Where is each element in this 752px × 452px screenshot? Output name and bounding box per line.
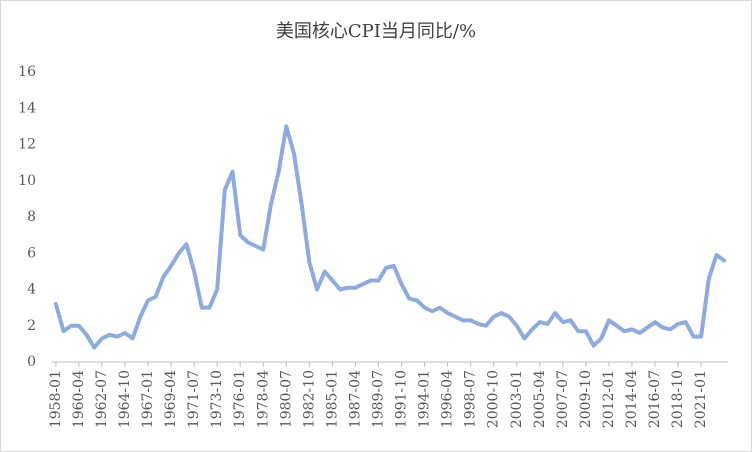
chart-title: 美国核心CPI当月同比/%	[276, 21, 476, 42]
x-tick-label: 1971-07	[186, 370, 202, 428]
line-series	[53, 124, 727, 350]
x-tick-label: 1991-10	[394, 370, 410, 428]
y-tick-label: 0	[27, 354, 36, 370]
x-tick-label: 2009-10	[578, 370, 594, 428]
x-tick-label: 1994-01	[417, 370, 433, 428]
x-tick-label: 1989-07	[370, 370, 386, 428]
y-tick-label: 2	[27, 318, 36, 334]
x-tick-label: 1969-04	[163, 370, 179, 428]
x-tick-label: 2005-04	[532, 370, 548, 428]
x-tick-label: 1980-07	[278, 370, 294, 428]
y-tick-label: 4	[27, 282, 36, 298]
x-tick-label: 1958-01	[48, 370, 64, 428]
x-tick-label: 1967-01	[140, 370, 156, 428]
x-tick-label: 1987-04	[347, 370, 363, 428]
x-tick-label: 2018-10	[670, 370, 686, 428]
x-tick-label: 1982-10	[301, 370, 317, 428]
x-tick-label: 2012-01	[601, 370, 617, 428]
x-tick-label: 1996-04	[440, 370, 456, 428]
x-tick-label: 2000-10	[486, 370, 502, 428]
x-tick-label: 1998-07	[463, 370, 479, 428]
y-tick-label: 6	[27, 245, 36, 261]
x-tick-label: 1973-10	[209, 370, 225, 428]
y-tick-label: 16	[18, 64, 36, 80]
x-tick-label: 1978-04	[255, 370, 271, 428]
x-tick-label: 2007-07	[555, 370, 571, 428]
x-tick-label: 1962-07	[94, 370, 110, 428]
y-tick-label: 14	[18, 100, 36, 116]
x-tick-label: 1976-01	[232, 370, 248, 428]
x-tick-label: 1964-10	[117, 370, 133, 428]
x-tick-label: 2014-04	[624, 370, 640, 428]
y-tick-label: 12	[18, 137, 36, 153]
y-tick-label: 10	[18, 173, 36, 189]
x-tick-label: 2003-01	[509, 370, 525, 428]
x-tick-label: 2016-07	[647, 370, 663, 428]
x-tick-label: 2021-01	[693, 370, 709, 428]
x-tick-label: 1985-01	[324, 370, 340, 428]
x-tick-label: 1960-04	[71, 370, 87, 428]
y-tick-label: 8	[27, 209, 36, 225]
